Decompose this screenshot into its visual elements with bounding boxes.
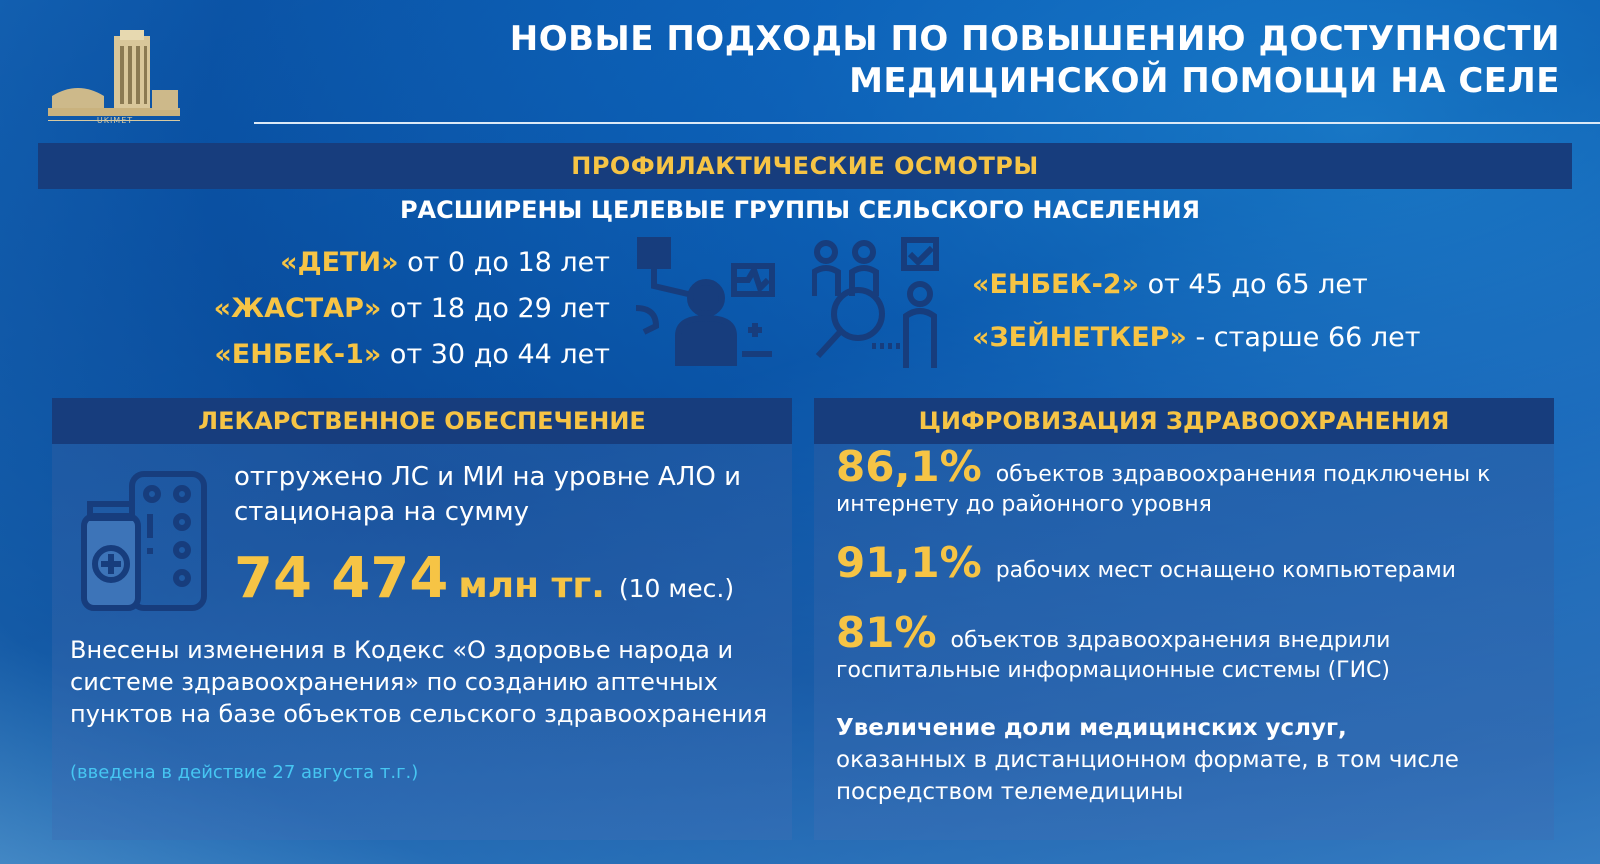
telemedicine-bold: Увеличение доли медицинских услуг, bbox=[836, 715, 1347, 741]
stat-text: объектов здравоохранения внедрили госпит… bbox=[836, 628, 1391, 683]
stat-value: 86,1% bbox=[836, 442, 982, 491]
digitalization-panel: ЦИФРОВИЗАЦИЯ ЗДРАВООХРАНЕНИЯ 86,1% объект… bbox=[814, 398, 1554, 840]
patient-checkup-icon bbox=[636, 237, 775, 366]
stat-value: 91,1% bbox=[836, 538, 982, 587]
group-name: «ДЕТИ» bbox=[280, 247, 399, 278]
stat-text: объектов здравоохранения подключены к ин… bbox=[836, 462, 1491, 517]
drug-supply-panel: ЛЕКАРСТВЕННОЕ ОБЕСПЕЧЕНИЕ отгружено ЛС и… bbox=[52, 398, 792, 840]
group-row: «ДЕТИ» от 0 до 18 лет bbox=[214, 240, 610, 286]
target-groups-subhead: РАСШИРЕНЫ ЦЕЛЕВЫЕ ГРУППЫ СЕЛЬСКОГО НАСЕЛ… bbox=[399, 196, 1201, 224]
telemedicine-rest: оказанных в дистанционном формате, в том… bbox=[836, 747, 1459, 805]
title-line-1: НОВЫЕ ПОДХОДЫ ПО ПОВЫШЕНИЮ ДОСТУПНОСТИ bbox=[509, 19, 1560, 59]
stat-item: 86,1% объектов здравоохранения подключены… bbox=[836, 446, 1536, 520]
government-building-logo bbox=[48, 30, 180, 121]
stat-value: 81% bbox=[836, 608, 937, 657]
amount-period: (10 мес.) bbox=[618, 574, 735, 603]
code-amendment-text: Внесены изменения в Кодекс «О здоровье н… bbox=[70, 636, 768, 728]
group-name: «ЗЕЙНЕТКЕР» bbox=[972, 322, 1187, 353]
amount-unit: млн тг. bbox=[458, 565, 605, 606]
title-divider bbox=[254, 122, 1600, 124]
stat-text: рабочих мест оснащено компьютерами bbox=[995, 558, 1456, 583]
page-title: НОВЫЕ ПОДХОДЫ ПО ПОВЫШЕНИЮ ДОСТУПНОСТИ М… bbox=[460, 18, 1560, 102]
group-range: от 45 до 65 лет bbox=[1139, 269, 1368, 300]
group-range: от 0 до 18 лет bbox=[398, 247, 610, 278]
drug-supply-header: ЛЕКАРСТВЕННОЕ ОБЕСПЕЧЕНИЕ bbox=[52, 398, 792, 444]
group-range: - старше 66 лет bbox=[1186, 322, 1421, 353]
group-range: от 30 до 44 лет bbox=[381, 339, 610, 370]
target-groups-right: «ЕНБЕК-2» от 45 до 65 лет «ЗЕЙНЕТКЕР» - … bbox=[972, 258, 1420, 364]
group-row: «ЖАСТАР» от 18 до 29 лет bbox=[214, 286, 610, 332]
people-search-icon bbox=[812, 237, 939, 368]
group-name: «ЕНБЕК-2» bbox=[972, 269, 1140, 300]
group-row: «ЗЕЙНЕТКЕР» - старше 66 лет bbox=[972, 311, 1420, 364]
group-name: «ЕНБЕК-1» bbox=[214, 339, 382, 370]
stat-item: 81% объектов здравоохранения внедрили гос… bbox=[836, 612, 1536, 686]
digitalization-header: ЦИФРОВИЗАЦИЯ ЗДРАВООХРАНЕНИЯ bbox=[814, 398, 1554, 444]
target-groups-left: «ДЕТИ» от 0 до 18 лет «ЖАСТАР» от 18 до … bbox=[214, 240, 610, 378]
group-row: «ЕНБЕК-1» от 30 до 44 лет bbox=[214, 332, 610, 378]
amount-row: 74 474 млн тг. (10 мес.) bbox=[234, 546, 734, 611]
logo-caption: UKIMET bbox=[96, 116, 134, 125]
group-range: от 18 до 29 лет bbox=[381, 293, 610, 324]
stat-item: 91,1% рабочих мест оснащено компьютерами bbox=[836, 542, 1536, 586]
group-row: «ЕНБЕК-2» от 45 до 65 лет bbox=[972, 258, 1420, 311]
title-line-2: МЕДИЦИНСКОЙ ПОМОЩИ НА СЕЛЕ bbox=[849, 61, 1560, 101]
code-amendment-note: (введена в действие 27 августа т.г.) bbox=[70, 762, 419, 783]
medicine-icon bbox=[81, 471, 207, 611]
checkups-band: ПРОФИЛАКТИЧЕСКИЕ ОСМОТРЫ bbox=[38, 143, 1572, 189]
group-name: «ЖАСТАР» bbox=[213, 293, 382, 324]
amount-value: 74 474 bbox=[234, 546, 449, 611]
shipped-text: отгружено ЛС и МИ на уровне АЛО и стацио… bbox=[234, 462, 742, 527]
telemedicine-text: Увеличение доли медицинских услуг, оказан… bbox=[836, 712, 1536, 808]
